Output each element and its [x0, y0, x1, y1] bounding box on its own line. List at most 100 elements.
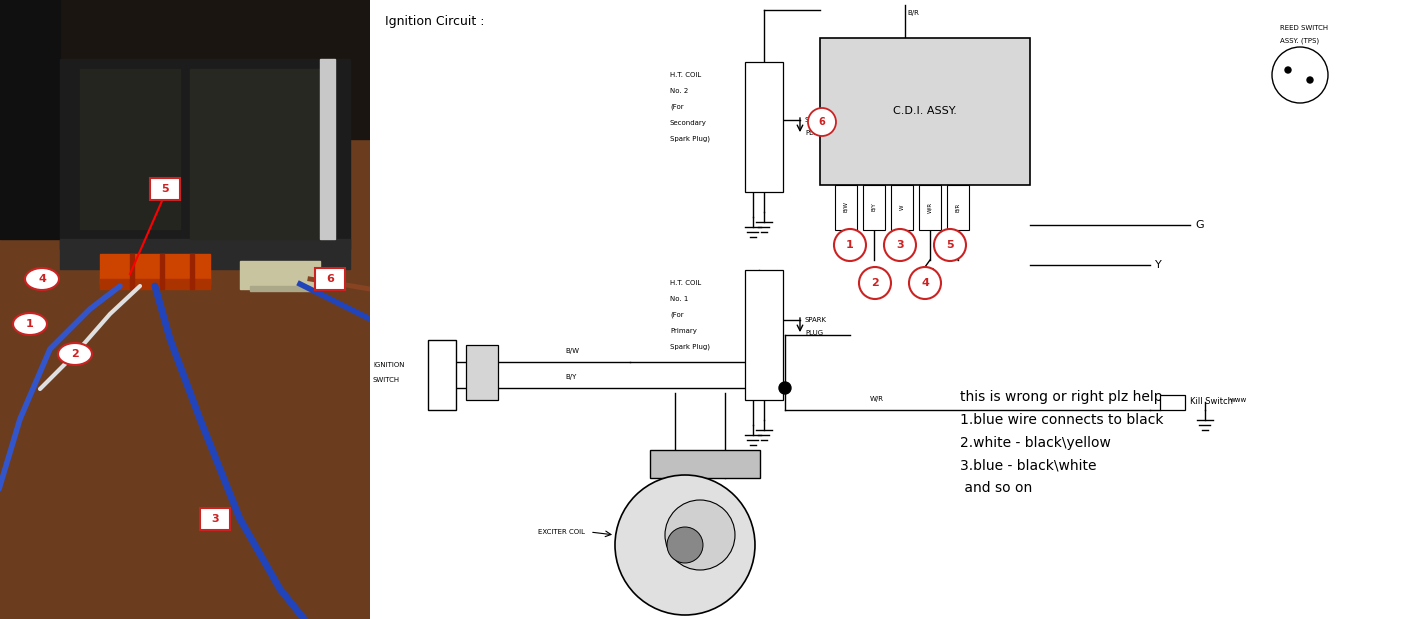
FancyBboxPatch shape — [149, 178, 179, 200]
Text: W: W — [899, 204, 905, 210]
Bar — [100, 254, 211, 284]
Bar — [80, 69, 179, 229]
Text: B/W: B/W — [851, 247, 857, 258]
Circle shape — [1306, 77, 1313, 83]
Bar — [428, 340, 455, 410]
Ellipse shape — [26, 268, 58, 290]
Text: Primary: Primary — [670, 328, 697, 334]
Bar — [465, 345, 498, 400]
Text: IGNITION: IGNITION — [373, 362, 404, 368]
Text: W/R: W/R — [869, 396, 884, 402]
Text: Spark Plug): Spark Plug) — [670, 344, 710, 350]
Bar — [1160, 395, 1185, 410]
Text: No. 2: No. 2 — [670, 88, 689, 94]
Circle shape — [859, 267, 891, 299]
Bar — [746, 62, 783, 192]
Text: 4: 4 — [921, 278, 929, 288]
Text: PLUG: PLUG — [805, 330, 822, 336]
Text: 5: 5 — [946, 240, 953, 250]
Text: F: F — [440, 389, 444, 395]
Text: B/R: B/R — [906, 10, 919, 16]
Text: REED SWITCH: REED SWITCH — [1281, 25, 1328, 31]
Text: Ignition Circuit :: Ignition Circuit : — [386, 15, 484, 28]
Text: B/R: B/R — [958, 248, 962, 257]
Circle shape — [615, 475, 756, 615]
Text: Y: Y — [1155, 260, 1161, 270]
Text: 3: 3 — [896, 240, 904, 250]
Bar — [835, 185, 857, 230]
Circle shape — [808, 108, 835, 136]
Text: O: O — [440, 352, 444, 358]
Text: (For: (For — [670, 104, 683, 111]
Bar — [891, 185, 914, 230]
Ellipse shape — [58, 343, 92, 365]
Text: Spark Plug): Spark Plug) — [670, 136, 710, 142]
Text: 2: 2 — [871, 278, 879, 288]
Text: PLUG: PLUG — [805, 130, 822, 136]
Text: Secondary: Secondary — [670, 120, 707, 126]
Text: 6: 6 — [818, 117, 825, 127]
Text: 5: 5 — [161, 184, 169, 194]
Bar — [60, 59, 350, 249]
Text: F: F — [440, 372, 444, 378]
Circle shape — [778, 382, 791, 394]
Bar — [60, 239, 350, 269]
Ellipse shape — [13, 313, 47, 335]
Text: SPARK: SPARK — [805, 117, 827, 123]
Text: B/Y: B/Y — [878, 267, 882, 276]
Text: SWITCH: SWITCH — [373, 377, 400, 383]
Text: G: G — [1195, 220, 1204, 230]
Text: (For: (For — [670, 312, 683, 319]
Text: B/Y: B/Y — [471, 374, 482, 380]
Circle shape — [834, 229, 867, 261]
Text: B/R: B/R — [955, 202, 961, 212]
Bar — [820, 38, 1030, 185]
Bar — [0, 0, 370, 139]
Bar — [746, 270, 783, 400]
Bar — [919, 185, 941, 230]
Text: www: www — [1229, 397, 1247, 403]
Bar — [191, 254, 194, 289]
FancyBboxPatch shape — [314, 268, 344, 290]
Text: H.T. COIL: H.T. COIL — [670, 72, 702, 78]
Bar — [159, 254, 164, 289]
Text: B/W: B/W — [471, 348, 485, 354]
Text: ASSY. (TPS): ASSY. (TPS) — [1281, 37, 1319, 43]
Bar — [100, 279, 211, 289]
Circle shape — [665, 500, 736, 570]
Text: W/R: W/R — [677, 455, 682, 466]
Bar — [191, 69, 330, 239]
Text: EXCITER COIL: EXCITER COIL — [538, 529, 585, 535]
Text: No. 1: No. 1 — [670, 296, 689, 302]
Bar — [946, 185, 969, 230]
Circle shape — [909, 267, 941, 299]
Text: B/W: B/W — [844, 202, 848, 212]
Text: C.D.I. ASSY.: C.D.I. ASSY. — [894, 106, 956, 116]
Circle shape — [884, 229, 916, 261]
Bar — [650, 450, 760, 478]
Text: 1: 1 — [26, 319, 34, 329]
Text: SPARK: SPARK — [805, 317, 827, 323]
Bar — [240, 261, 320, 289]
Circle shape — [667, 527, 703, 563]
Text: W/R: W/R — [928, 201, 932, 212]
Circle shape — [933, 229, 966, 261]
Circle shape — [1285, 67, 1291, 73]
Bar — [0, 0, 60, 239]
Text: B/Y: B/Y — [565, 374, 576, 380]
FancyBboxPatch shape — [201, 508, 231, 530]
Text: B/W: B/W — [565, 348, 579, 354]
Text: this is wrong or right plz help
1.blue wire connects to black
2.white - black\ye: this is wrong or right plz help 1.blue w… — [961, 390, 1164, 495]
Text: 4: 4 — [38, 274, 46, 284]
Text: H.T. COIL: H.T. COIL — [670, 280, 702, 286]
Bar — [862, 185, 885, 230]
Text: B/Y: B/Y — [727, 455, 731, 464]
Circle shape — [1272, 47, 1328, 103]
Bar — [250, 286, 310, 291]
Bar — [320, 59, 334, 239]
Text: 1: 1 — [847, 240, 854, 250]
Text: Kill Switch: Kill Switch — [1190, 397, 1232, 407]
Text: W: W — [904, 249, 909, 255]
Text: B/Y: B/Y — [871, 202, 877, 211]
Text: 3: 3 — [211, 514, 219, 524]
